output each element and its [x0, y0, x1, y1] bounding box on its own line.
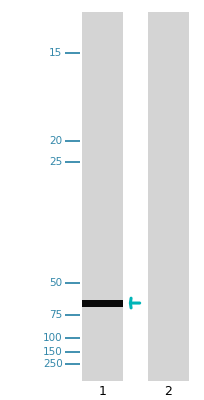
Text: 75: 75 [49, 310, 62, 320]
Bar [82, 300, 122, 306]
Text: 250: 250 [43, 359, 62, 369]
Text: 15: 15 [49, 48, 62, 58]
Text: 20: 20 [49, 136, 62, 146]
Text: 150: 150 [43, 347, 62, 357]
Bar [147, 12, 188, 381]
Text: 100: 100 [43, 332, 62, 342]
Text: 25: 25 [49, 157, 62, 167]
Text: 2: 2 [163, 386, 171, 398]
Text: 50: 50 [49, 278, 62, 288]
Bar [82, 12, 122, 381]
Text: 1: 1 [98, 386, 106, 398]
